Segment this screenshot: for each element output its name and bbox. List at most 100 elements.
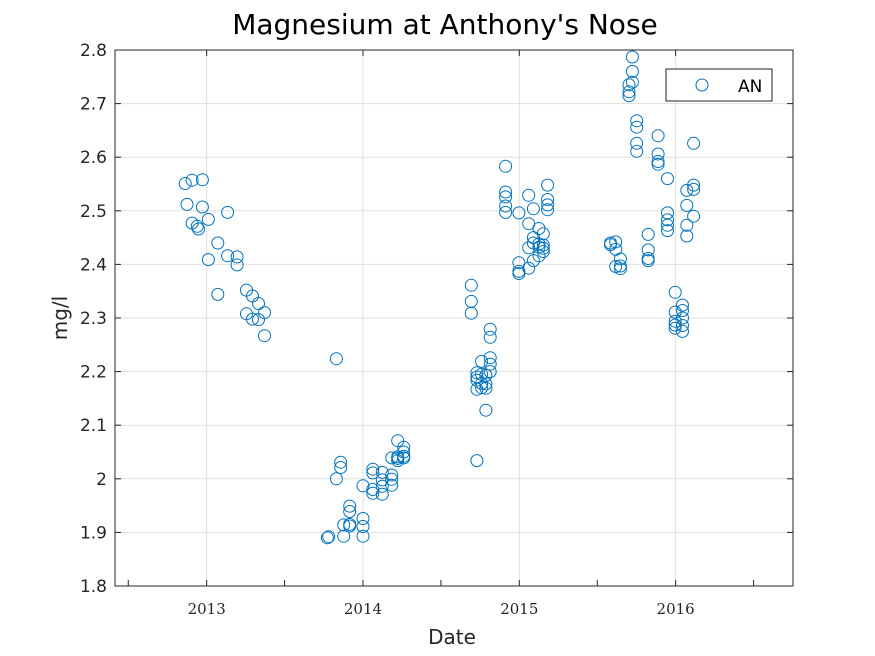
y-tick-label: 2.1 — [80, 416, 107, 436]
data-point — [322, 530, 336, 544]
data-point — [470, 454, 484, 468]
data-point — [252, 297, 265, 310]
data-point — [622, 85, 636, 99]
data-point — [613, 259, 627, 273]
data-point — [337, 518, 351, 532]
data-point — [385, 472, 399, 486]
y-tick-label: 2.2 — [80, 363, 107, 383]
data-point — [375, 479, 389, 493]
data-point — [622, 89, 636, 103]
data-point — [483, 351, 497, 365]
data-point — [522, 261, 536, 275]
data-point — [641, 254, 655, 268]
data-point — [687, 178, 701, 192]
data-point — [366, 486, 380, 500]
data-point — [201, 212, 215, 226]
data-point — [680, 198, 694, 212]
data-point — [479, 377, 493, 391]
data-point — [651, 147, 665, 161]
y-tick-label: 2.4 — [80, 255, 107, 275]
data-point — [680, 218, 694, 232]
y-tick-label: 2.8 — [80, 41, 107, 61]
data-point — [687, 209, 701, 223]
data-point — [630, 114, 644, 128]
data-point — [687, 182, 701, 196]
data-point — [625, 50, 639, 64]
data-point — [343, 499, 357, 513]
data-point — [385, 478, 399, 492]
data-point — [464, 306, 478, 320]
data-point — [483, 330, 497, 344]
data-point — [630, 120, 644, 134]
legend-marker — [695, 78, 709, 92]
data-point — [334, 455, 348, 469]
data-point — [676, 324, 689, 338]
data-point — [625, 64, 639, 78]
data-point — [522, 188, 536, 202]
data-point — [258, 329, 271, 343]
data-point — [201, 253, 215, 267]
data-point — [375, 487, 389, 501]
data-point — [630, 136, 644, 150]
data-point — [475, 354, 489, 368]
data-point — [195, 200, 209, 214]
data-point — [180, 197, 194, 211]
data-point — [483, 365, 497, 379]
chart-title: Magnesium at Anthony's Nose — [232, 8, 658, 41]
data-point — [356, 520, 370, 533]
data-point — [668, 285, 682, 299]
y-tick-label: 2.7 — [80, 95, 107, 115]
data-point — [483, 357, 497, 371]
data-point — [343, 519, 357, 533]
data-point — [651, 155, 665, 168]
data-point — [356, 529, 370, 543]
data-point — [536, 238, 550, 252]
data-point — [541, 198, 555, 212]
data-point — [499, 199, 513, 213]
data-point — [622, 78, 636, 92]
data-point — [329, 472, 343, 486]
y-tick-label: 1.9 — [80, 523, 107, 543]
y-tick-label: 2 — [96, 470, 107, 490]
data-point — [479, 403, 493, 417]
x-tick-label: 2015 — [500, 600, 538, 618]
data-point — [329, 352, 343, 366]
data-point — [613, 262, 627, 276]
data-point — [512, 267, 526, 280]
legend-label: AN — [738, 77, 762, 97]
data-point — [221, 249, 235, 263]
data-point — [499, 190, 513, 204]
data-point — [499, 159, 513, 173]
data-point — [661, 224, 674, 238]
data-point — [613, 252, 627, 266]
data-point — [464, 278, 478, 292]
data-point — [192, 222, 205, 236]
legend: AN — [665, 68, 773, 102]
data-point — [195, 173, 209, 187]
x-tick-label: 2013 — [188, 600, 226, 618]
data-point — [512, 256, 526, 270]
data-point — [668, 318, 682, 332]
data-point — [483, 322, 497, 336]
x-axis-label: Date — [428, 625, 476, 649]
data-point — [661, 218, 674, 232]
y-tick-label: 2.5 — [80, 202, 107, 222]
data-point — [479, 381, 493, 395]
y-tick-label: 2.6 — [80, 148, 107, 168]
data-point — [676, 304, 689, 317]
data-point — [190, 219, 204, 233]
data-point — [676, 311, 689, 325]
data-point — [668, 321, 682, 335]
data-point — [366, 462, 380, 476]
data-point — [375, 465, 389, 479]
data-point — [676, 319, 689, 332]
data-point — [651, 129, 665, 143]
y-tick-label: 1.8 — [80, 577, 107, 597]
data-point — [536, 245, 550, 258]
data-point — [668, 314, 682, 328]
data-point — [499, 205, 513, 219]
data-point — [337, 529, 351, 543]
data-point — [536, 241, 550, 255]
data-point — [680, 183, 694, 197]
